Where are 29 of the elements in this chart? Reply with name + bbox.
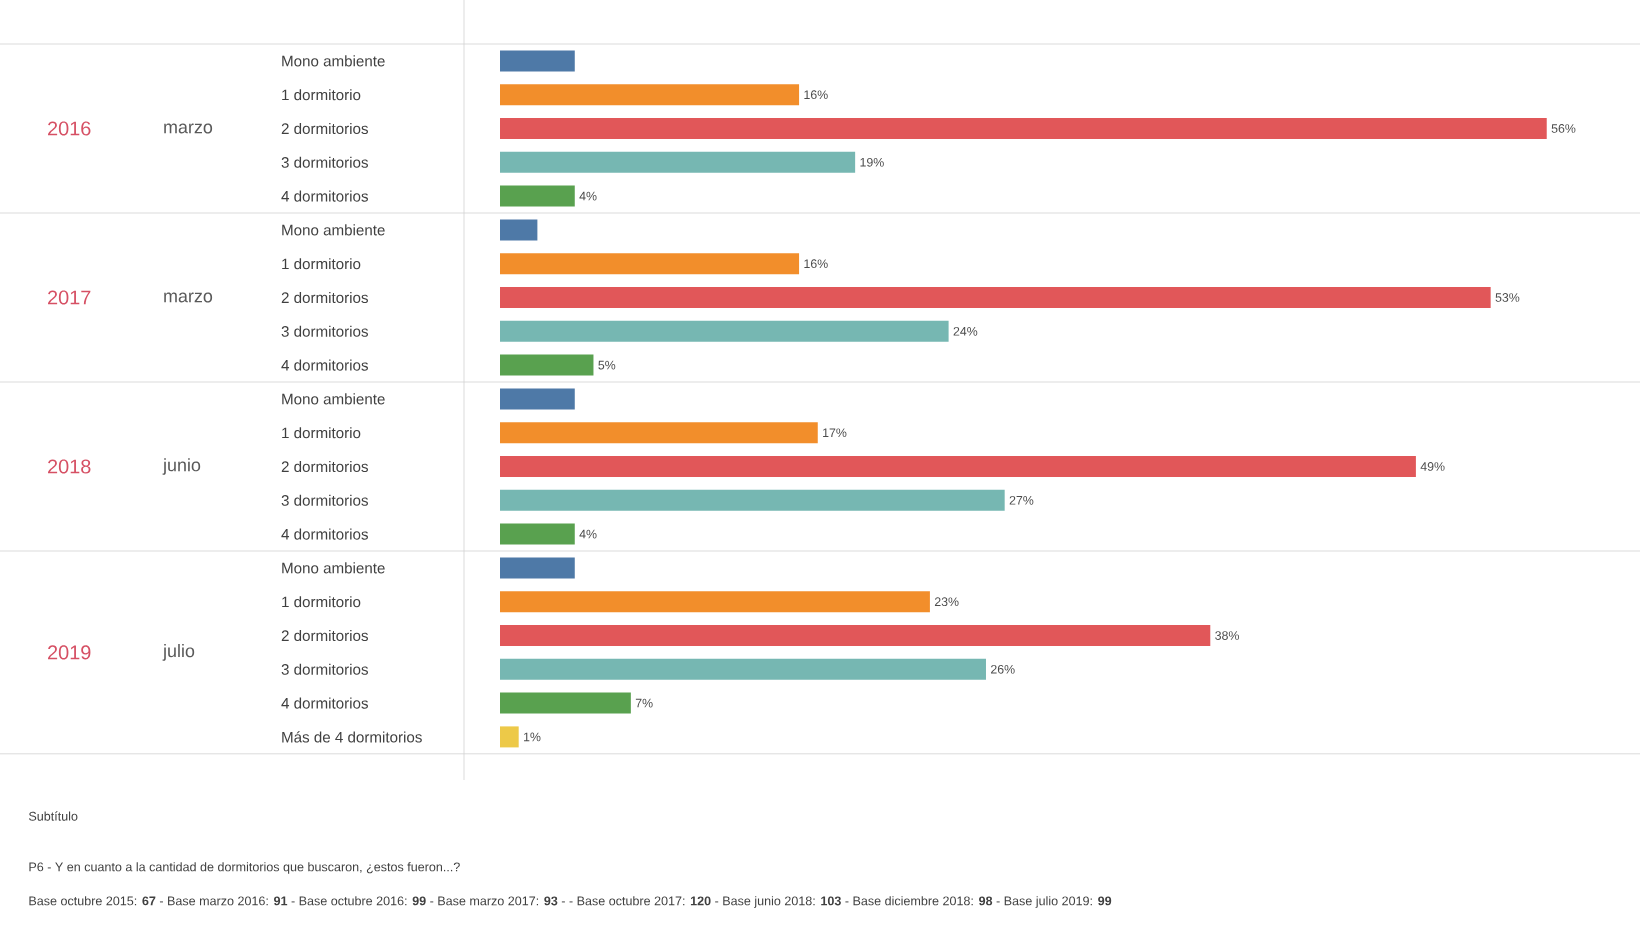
text: junio (162, 458, 201, 475)
bar (500, 455, 1416, 477)
bar (500, 50, 575, 72)
bar (500, 489, 1005, 511)
bar (500, 185, 575, 207)
bar (500, 354, 594, 376)
bar (500, 523, 575, 545)
y-axis-title: 2019 (48, 645, 91, 660)
bar (500, 117, 1547, 139)
bar (500, 692, 631, 714)
bar (500, 320, 949, 342)
text: julio (162, 644, 195, 661)
text: marzo (164, 292, 213, 303)
y-axis-title: 2017 (48, 290, 91, 305)
bar (500, 286, 1491, 308)
y-axis-title: 2016 (48, 121, 91, 136)
bar (500, 253, 800, 275)
bar (500, 658, 986, 680)
bar (500, 219, 538, 241)
bar (500, 726, 519, 748)
text: marzo (164, 123, 213, 134)
bar (500, 625, 1211, 646)
bar (500, 557, 575, 579)
y-axis-title: 2018 (48, 459, 91, 474)
bar (500, 84, 800, 106)
bar (500, 388, 575, 410)
bar (500, 422, 818, 444)
bar (500, 591, 930, 613)
bar (500, 151, 856, 173)
